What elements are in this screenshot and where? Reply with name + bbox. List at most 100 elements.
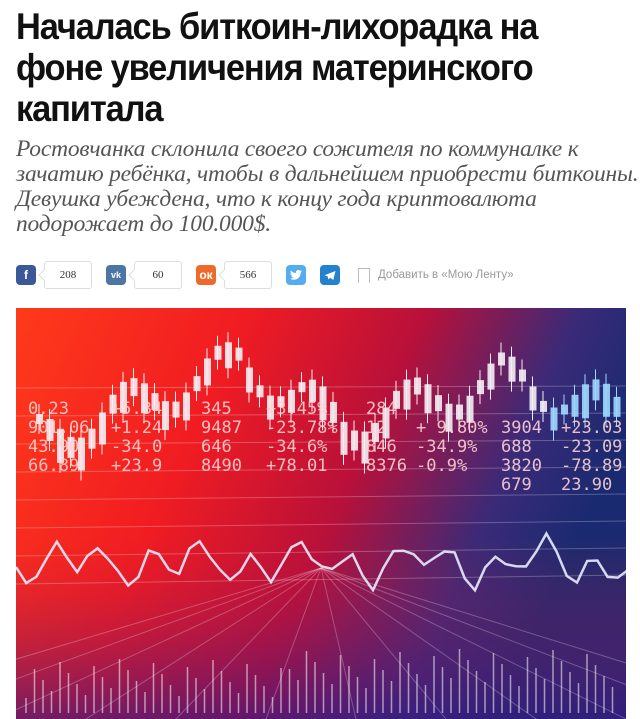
- candle-body: [78, 437, 85, 471]
- candle-body: [435, 395, 442, 412]
- candle-body: [519, 369, 526, 382]
- grid-line: [265, 567, 322, 719]
- candle-body: [57, 428, 64, 463]
- odnoklassniki-icon: ок: [199, 268, 213, 282]
- candle-body: [540, 400, 547, 412]
- candle-body: [319, 386, 327, 421]
- article-headline: Началась биткоин-лихорадка на фоне увели…: [16, 6, 538, 129]
- candle-body: [256, 385, 264, 398]
- candle-body: [561, 404, 568, 415]
- ticker-value: -34.6%: [266, 437, 327, 457]
- candle-body: [550, 407, 558, 431]
- ticker-value: 846: [366, 437, 397, 457]
- candle-body: [372, 422, 379, 442]
- candle-body: [309, 379, 316, 402]
- candle-body: [151, 393, 159, 411]
- candle-body: [487, 363, 495, 390]
- ticker-value: 679: [501, 475, 532, 495]
- ticker-value: -23.78%: [266, 418, 338, 438]
- share-bar: f 208 vk 60 ок 566 Добавить в «Мою Ленту…: [16, 261, 514, 289]
- candle-body: [330, 401, 337, 423]
- candle-body: [246, 367, 253, 393]
- candle-body: [414, 377, 421, 395]
- candle-body: [571, 394, 579, 417]
- candle-body: [88, 428, 96, 449]
- grid-line: [320, 567, 626, 664]
- ticker-value: 8490: [201, 456, 242, 476]
- bookmark-icon[interactable]: [358, 267, 370, 283]
- ticker-value: 8376: [366, 456, 407, 476]
- candle-body: [393, 390, 400, 409]
- grid-line: [16, 466, 626, 473]
- candle-body: [592, 379, 600, 401]
- candle-body: [298, 382, 306, 393]
- grid-line: [16, 567, 322, 660]
- ticker-value: +5.34: [111, 399, 162, 419]
- candle-body: [445, 403, 453, 432]
- ticker-value: +23.9: [111, 456, 162, 476]
- candle-body: [109, 394, 117, 414]
- facebook-share-count: 208: [44, 261, 92, 289]
- ok-share-button[interactable]: ок: [196, 265, 216, 285]
- candle-body: [235, 347, 243, 361]
- ticker-value: +23.03: [561, 418, 622, 438]
- ticker-value: 901.06: [28, 418, 89, 438]
- candle-body: [529, 386, 537, 411]
- twitter-icon: [290, 270, 302, 280]
- ticker-value: 688: [501, 437, 532, 457]
- candle-body: [67, 436, 75, 458]
- candle-body: [466, 395, 474, 423]
- candle-body: [382, 407, 390, 439]
- ticker-value: 9487: [201, 418, 242, 438]
- ticker-value: + 9.80%: [416, 418, 488, 438]
- candle-body: [120, 381, 127, 413]
- candle-body: [603, 383, 610, 417]
- candle-body: [214, 345, 222, 360]
- ticker-value: +1.24: [111, 418, 162, 438]
- candle-body: [225, 342, 232, 369]
- ticker-value: 0.23: [28, 399, 69, 419]
- grid-line: [16, 439, 626, 445]
- candle-body: [183, 392, 190, 421]
- vk-share-button[interactable]: vk: [106, 265, 126, 285]
- ticker-value: 646: [201, 437, 232, 457]
- candle-body: [498, 352, 505, 366]
- ticker-value: 284: [366, 399, 397, 419]
- ticker-value: 345: [201, 399, 232, 419]
- ticker-value: 3820: [501, 456, 542, 476]
- grid-line: [16, 567, 322, 711]
- candle-body: [46, 419, 54, 442]
- candle-body: [99, 412, 106, 445]
- facebook-icon: f: [24, 268, 28, 282]
- candle-body: [403, 379, 411, 410]
- ticker-value: 43.90: [28, 437, 79, 457]
- candle-body: [288, 389, 295, 413]
- candle-body: [361, 431, 369, 464]
- candle-body: [424, 384, 432, 414]
- candle-body: [582, 384, 589, 419]
- candle-body: [613, 396, 621, 417]
- telegram-icon: [324, 270, 336, 280]
- candle-body: [172, 401, 180, 418]
- ticker-value: -34.9%: [416, 437, 477, 457]
- candle-body: [340, 421, 348, 455]
- ticker-value: 66.89: [28, 456, 79, 476]
- candle-body: [130, 378, 138, 397]
- ticker-value: -78.89: [561, 456, 622, 476]
- grid-line: [16, 493, 626, 501]
- ticker-value: +78.01: [266, 456, 327, 476]
- facebook-share-button[interactable]: f: [16, 265, 36, 285]
- candle-body: [277, 396, 285, 408]
- twitter-share-button[interactable]: [286, 265, 306, 285]
- ok-share-count: 566: [224, 261, 272, 289]
- candle-body: [141, 383, 148, 414]
- candle-body: [267, 395, 274, 420]
- grid-line: [85, 567, 322, 719]
- telegram-share-button[interactable]: [320, 265, 340, 285]
- grid-line: [320, 567, 626, 719]
- article-image-stock-chart: 0.23 +5.34 345 +3.45% 284 901.06 +1.24 9487 -23.…: [16, 308, 626, 719]
- candle-body: [508, 356, 516, 382]
- article-lead: Ростовчанка склонила своего сожителя по …: [16, 136, 639, 237]
- candle-body: [456, 404, 463, 420]
- add-to-feed-link[interactable]: Добавить в «Мою Ленту»: [378, 269, 514, 281]
